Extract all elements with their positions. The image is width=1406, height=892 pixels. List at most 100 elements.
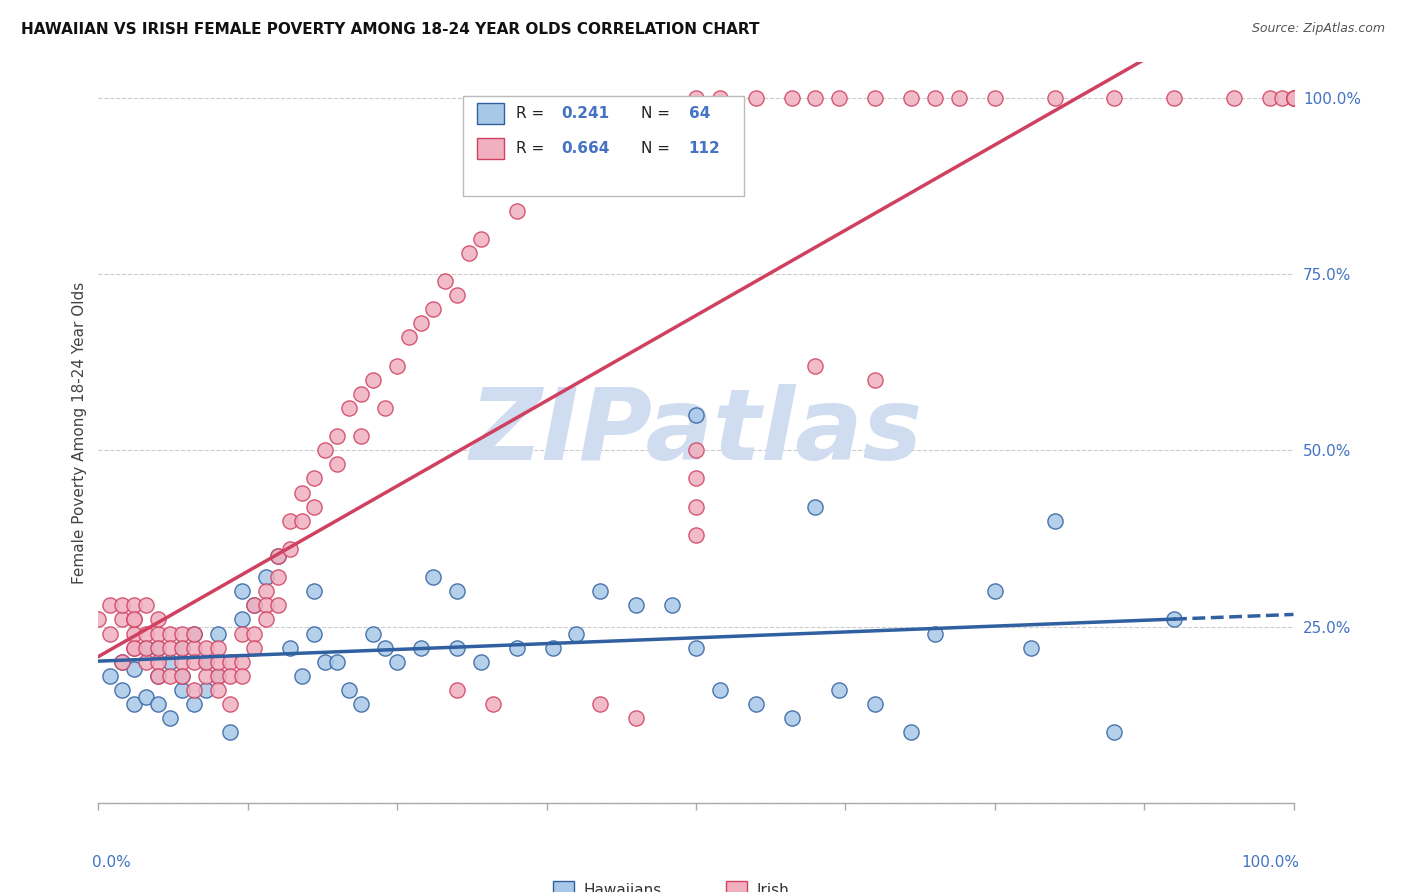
Point	[374, 640, 396, 655]
Point	[626, 711, 648, 725]
Point	[172, 669, 194, 683]
Point	[135, 626, 157, 640]
Point	[326, 655, 349, 669]
Point	[745, 697, 768, 711]
Point	[398, 330, 420, 344]
Bar	[477, 138, 503, 159]
Point	[1043, 514, 1066, 528]
Y-axis label: Female Poverty Among 18-24 Year Olds: Female Poverty Among 18-24 Year Olds	[72, 282, 87, 583]
Point	[326, 429, 349, 443]
Point	[446, 683, 468, 698]
Point	[254, 612, 277, 626]
Point	[339, 401, 361, 415]
Point	[1271, 91, 1294, 105]
Point	[422, 302, 444, 317]
Point	[111, 599, 134, 613]
Point	[243, 640, 266, 655]
Point	[135, 690, 157, 704]
Text: Source: ZipAtlas.com: Source: ZipAtlas.com	[1251, 22, 1385, 36]
Point	[685, 640, 707, 655]
Point	[984, 584, 1007, 599]
Point	[111, 612, 134, 626]
Point	[302, 626, 325, 640]
Point	[124, 599, 146, 613]
Bar	[725, 880, 748, 892]
Point	[804, 500, 827, 514]
Point	[148, 612, 170, 626]
Point	[172, 640, 194, 655]
Point	[159, 626, 181, 640]
Point	[745, 91, 768, 105]
Point	[148, 626, 170, 640]
FancyBboxPatch shape	[463, 95, 744, 195]
Point	[385, 655, 409, 669]
Point	[1282, 91, 1305, 105]
Point	[183, 640, 205, 655]
Point	[207, 683, 229, 698]
Point	[685, 500, 707, 514]
Point	[148, 655, 170, 669]
Text: ZIPatlas: ZIPatlas	[470, 384, 922, 481]
Point	[291, 669, 314, 683]
Point	[661, 599, 683, 613]
Point	[243, 626, 266, 640]
Point	[267, 549, 290, 563]
Point	[709, 91, 731, 105]
Point	[1163, 612, 1185, 626]
Point	[135, 599, 157, 613]
Point	[411, 316, 433, 330]
Point	[589, 175, 612, 189]
Point	[565, 147, 588, 161]
Point	[135, 640, 157, 655]
Text: 64: 64	[689, 106, 710, 121]
Point	[828, 683, 851, 698]
Point	[207, 669, 229, 683]
Point	[315, 443, 337, 458]
Point	[363, 373, 385, 387]
Text: 100.0%: 100.0%	[1241, 855, 1299, 870]
Text: 0.664: 0.664	[561, 141, 609, 156]
Text: 0.241: 0.241	[561, 106, 609, 121]
Point	[231, 669, 253, 683]
Point	[267, 599, 290, 613]
Text: N =: N =	[641, 106, 675, 121]
Point	[254, 599, 277, 613]
Point	[506, 640, 529, 655]
Point	[159, 655, 181, 669]
Point	[506, 203, 529, 218]
Point	[278, 514, 301, 528]
Point	[267, 549, 290, 563]
Point	[148, 669, 170, 683]
Point	[124, 697, 146, 711]
Point	[254, 584, 277, 599]
Point	[1104, 725, 1126, 739]
Point	[278, 640, 301, 655]
Point	[865, 697, 887, 711]
Point	[135, 655, 157, 669]
Point	[148, 640, 170, 655]
Point	[709, 683, 731, 698]
Point	[924, 626, 946, 640]
Point	[446, 288, 468, 302]
Point	[219, 697, 242, 711]
Point	[363, 626, 385, 640]
Point	[172, 669, 194, 683]
Point	[481, 697, 505, 711]
Point	[159, 640, 181, 655]
Point	[183, 697, 205, 711]
Point	[685, 91, 707, 105]
Point	[172, 626, 194, 640]
Point	[780, 711, 803, 725]
Point	[183, 683, 205, 698]
Point	[1282, 91, 1305, 105]
Point	[172, 640, 194, 655]
Point	[219, 669, 242, 683]
Point	[948, 91, 970, 105]
Point	[434, 274, 457, 288]
Point	[183, 626, 205, 640]
Point	[565, 626, 588, 640]
Point	[111, 655, 134, 669]
Point	[865, 91, 887, 105]
Point	[780, 91, 803, 105]
Point	[124, 662, 146, 676]
